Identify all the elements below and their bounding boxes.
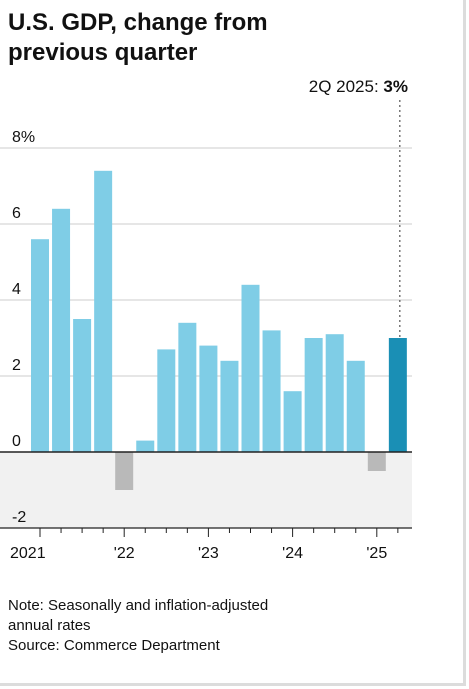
x-tick-label: '24 xyxy=(282,545,303,562)
bar xyxy=(346,360,365,452)
y-tick-label: 2 xyxy=(12,357,21,374)
gdp-bar-chart: 2021 '22 '23 '24 '25 8% -2 0 2 4 6 2Q 2025: 3% xyxy=(0,77,412,562)
bar-negative xyxy=(115,452,134,490)
bars xyxy=(31,170,407,490)
note-line-2: annual rates xyxy=(8,617,91,634)
y-tick-label: -2 xyxy=(12,509,26,526)
callout-value: 3% xyxy=(383,77,408,96)
y-tick-label: 6 xyxy=(12,205,21,222)
title-line-2: previous quarter xyxy=(8,39,198,66)
bar xyxy=(136,440,155,452)
bar-highlight xyxy=(388,338,407,452)
y-tick-label: 8% xyxy=(12,129,35,146)
note-line-1: Note: Seasonally and inflation-adjusted xyxy=(8,597,269,614)
x-tick-label: '23 xyxy=(198,545,219,562)
bar xyxy=(220,360,239,452)
y-axis-labels: 8% -2 0 2 4 6 xyxy=(12,129,35,526)
callout-label: 2Q 2025: 3% xyxy=(309,77,408,96)
x-tick-label: 2021 xyxy=(10,545,46,562)
bar xyxy=(52,208,71,452)
bar xyxy=(262,330,281,452)
bar xyxy=(283,391,302,452)
bar xyxy=(325,334,344,452)
bar xyxy=(241,284,260,452)
y-tick-label: 0 xyxy=(12,433,21,450)
x-tick-label: '25 xyxy=(366,545,387,562)
bar-negative xyxy=(367,452,386,471)
chart-title: U.S. GDP, change from previous quarter xyxy=(8,8,448,68)
chart-notes: Note: Seasonally and inflation-adjusted … xyxy=(8,596,448,656)
source-line: Source: Commerce Department xyxy=(8,637,220,654)
x-tick-label: '22 xyxy=(114,545,135,562)
callout-prefix: 2Q 2025: xyxy=(309,77,384,96)
bar xyxy=(94,170,113,453)
bar xyxy=(73,319,92,452)
x-axis: 2021 '22 '23 '24 '25 xyxy=(0,527,412,562)
bar xyxy=(199,345,218,452)
bar xyxy=(304,338,323,452)
bar xyxy=(157,349,176,452)
bar xyxy=(178,322,197,452)
bar xyxy=(31,239,49,452)
negative-zone xyxy=(0,452,412,528)
title-line-1: U.S. GDP, change from xyxy=(8,9,268,36)
y-tick-label: 4 xyxy=(12,281,21,298)
